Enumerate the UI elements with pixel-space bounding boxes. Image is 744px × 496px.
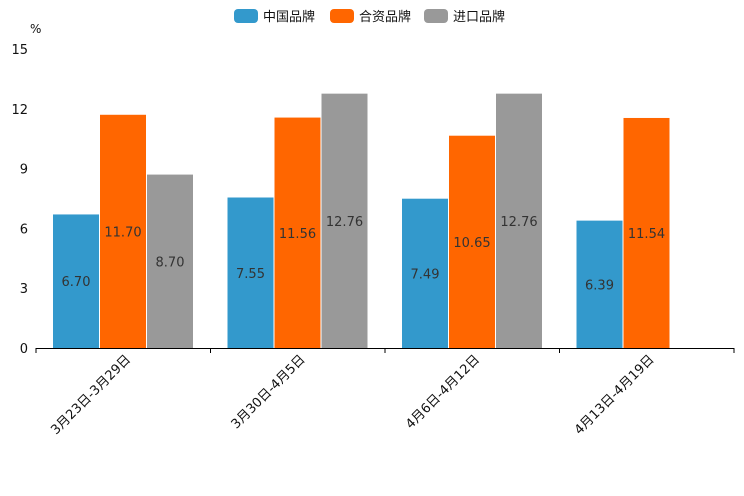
bar xyxy=(449,135,495,348)
legend-item-1[interactable]: 中国品牌 xyxy=(234,9,315,25)
y-axis: 0 3 6 9 12 15 xyxy=(11,43,28,357)
x-tick-label: 4月6日-4月12日 xyxy=(403,352,483,432)
bar xyxy=(227,197,274,348)
legend: 中国品牌 合资品牌 进口品牌 xyxy=(234,9,505,25)
x-axis: 3月23日-3月29日 3月30日-4月5日 4月6日-4月12日 4月13日-4月1… xyxy=(35,348,735,438)
y-tick-label: 12 xyxy=(11,103,28,118)
bar xyxy=(100,114,146,348)
bar-value-label: 12.76 xyxy=(500,215,537,230)
x-tick-label: 4月13日-4月19日 xyxy=(572,352,658,438)
bar xyxy=(623,117,670,348)
y-tick-label: 6 xyxy=(20,222,28,237)
bar-value-label: 7.49 xyxy=(411,267,440,282)
bar-value-label: 11.70 xyxy=(104,225,141,240)
bar xyxy=(576,220,623,348)
legend-label: 中国品牌 xyxy=(263,9,315,25)
y-tick-label: 15 xyxy=(11,43,28,58)
bar-value-label: 11.56 xyxy=(279,227,316,242)
bar-value-label: 12.76 xyxy=(326,215,363,230)
legend-item-2[interactable]: 合资品牌 xyxy=(330,9,411,25)
bar-value-label: 7.55 xyxy=(236,267,265,282)
bar xyxy=(402,198,448,348)
bar xyxy=(147,174,193,348)
bars: 6.70 11.70 8.70 7.55 11.56 12.76 7.49 10.65 12.7… xyxy=(53,93,670,348)
x-tick-label: 3月30日-4月5日 xyxy=(229,352,309,432)
y-tick-label: 3 xyxy=(20,282,28,297)
legend-swatch xyxy=(330,9,354,23)
y-tick-label: 0 xyxy=(20,342,28,357)
x-tick-label: 3月23日-3月29日 xyxy=(48,352,134,438)
legend-item-3[interactable]: 进口品牌 xyxy=(424,9,505,25)
y-tick-label: 9 xyxy=(20,163,28,178)
bar-value-label: 8.70 xyxy=(156,255,185,270)
bar xyxy=(496,93,542,348)
legend-label: 进口品牌 xyxy=(453,9,505,25)
bar xyxy=(274,117,321,348)
bar-value-label: 6.70 xyxy=(62,275,91,290)
bar-value-label: 6.39 xyxy=(585,278,614,293)
bar-value-label: 10.65 xyxy=(453,236,490,251)
legend-swatch xyxy=(424,9,448,23)
bar xyxy=(321,93,368,348)
bar xyxy=(53,214,99,348)
y-axis-unit-label: % xyxy=(30,22,41,36)
legend-swatch xyxy=(234,9,258,23)
legend-label: 合资品牌 xyxy=(359,9,411,25)
bar-value-label: 11.54 xyxy=(628,227,665,242)
